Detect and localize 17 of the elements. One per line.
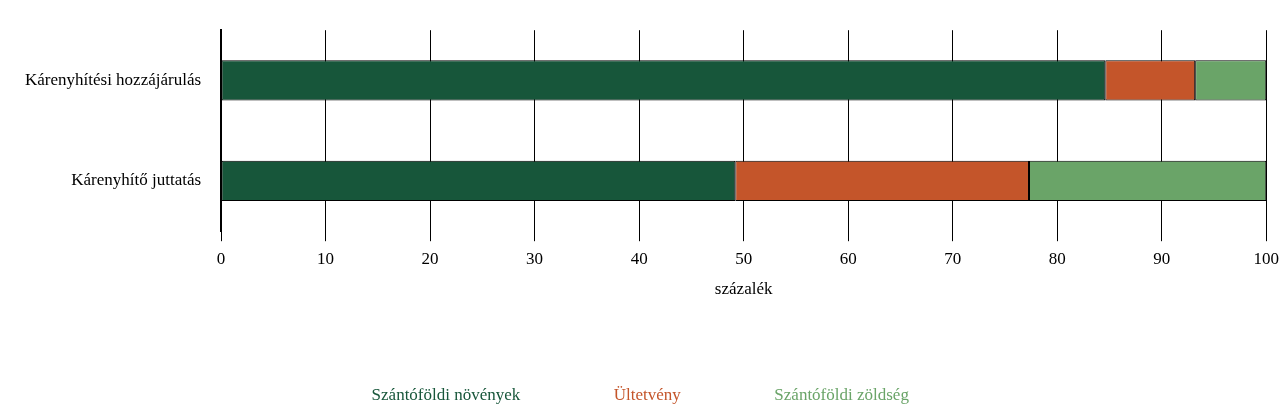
text: Szántóföldi zöldség <box>774 384 910 404</box>
text: Ültetvény <box>613 384 682 404</box>
y-tick-label: Kárenyhítő juttatás <box>71 170 202 190</box>
x-tick-label: 100 <box>1253 248 1279 268</box>
x-tick-label: 10 <box>317 248 335 268</box>
x-tick-label: 50 <box>735 248 753 268</box>
x-tick-label: 30 <box>526 248 544 268</box>
text: Szántóföldi növények <box>371 384 521 404</box>
x-axis-title: százalék <box>714 279 773 299</box>
x-tick-label: 70 <box>944 248 962 268</box>
x-tick-label: 40 <box>630 248 648 268</box>
x-tick-label: 20 <box>421 248 439 268</box>
x-tick-label: 80 <box>1048 248 1066 268</box>
x-tick-label: 0 <box>216 248 226 268</box>
x-tick-label: 90 <box>1153 248 1171 268</box>
y-tick-label: Kárenyhítési hozzájárulás <box>25 69 202 89</box>
x-tick-label: 60 <box>839 248 857 268</box>
